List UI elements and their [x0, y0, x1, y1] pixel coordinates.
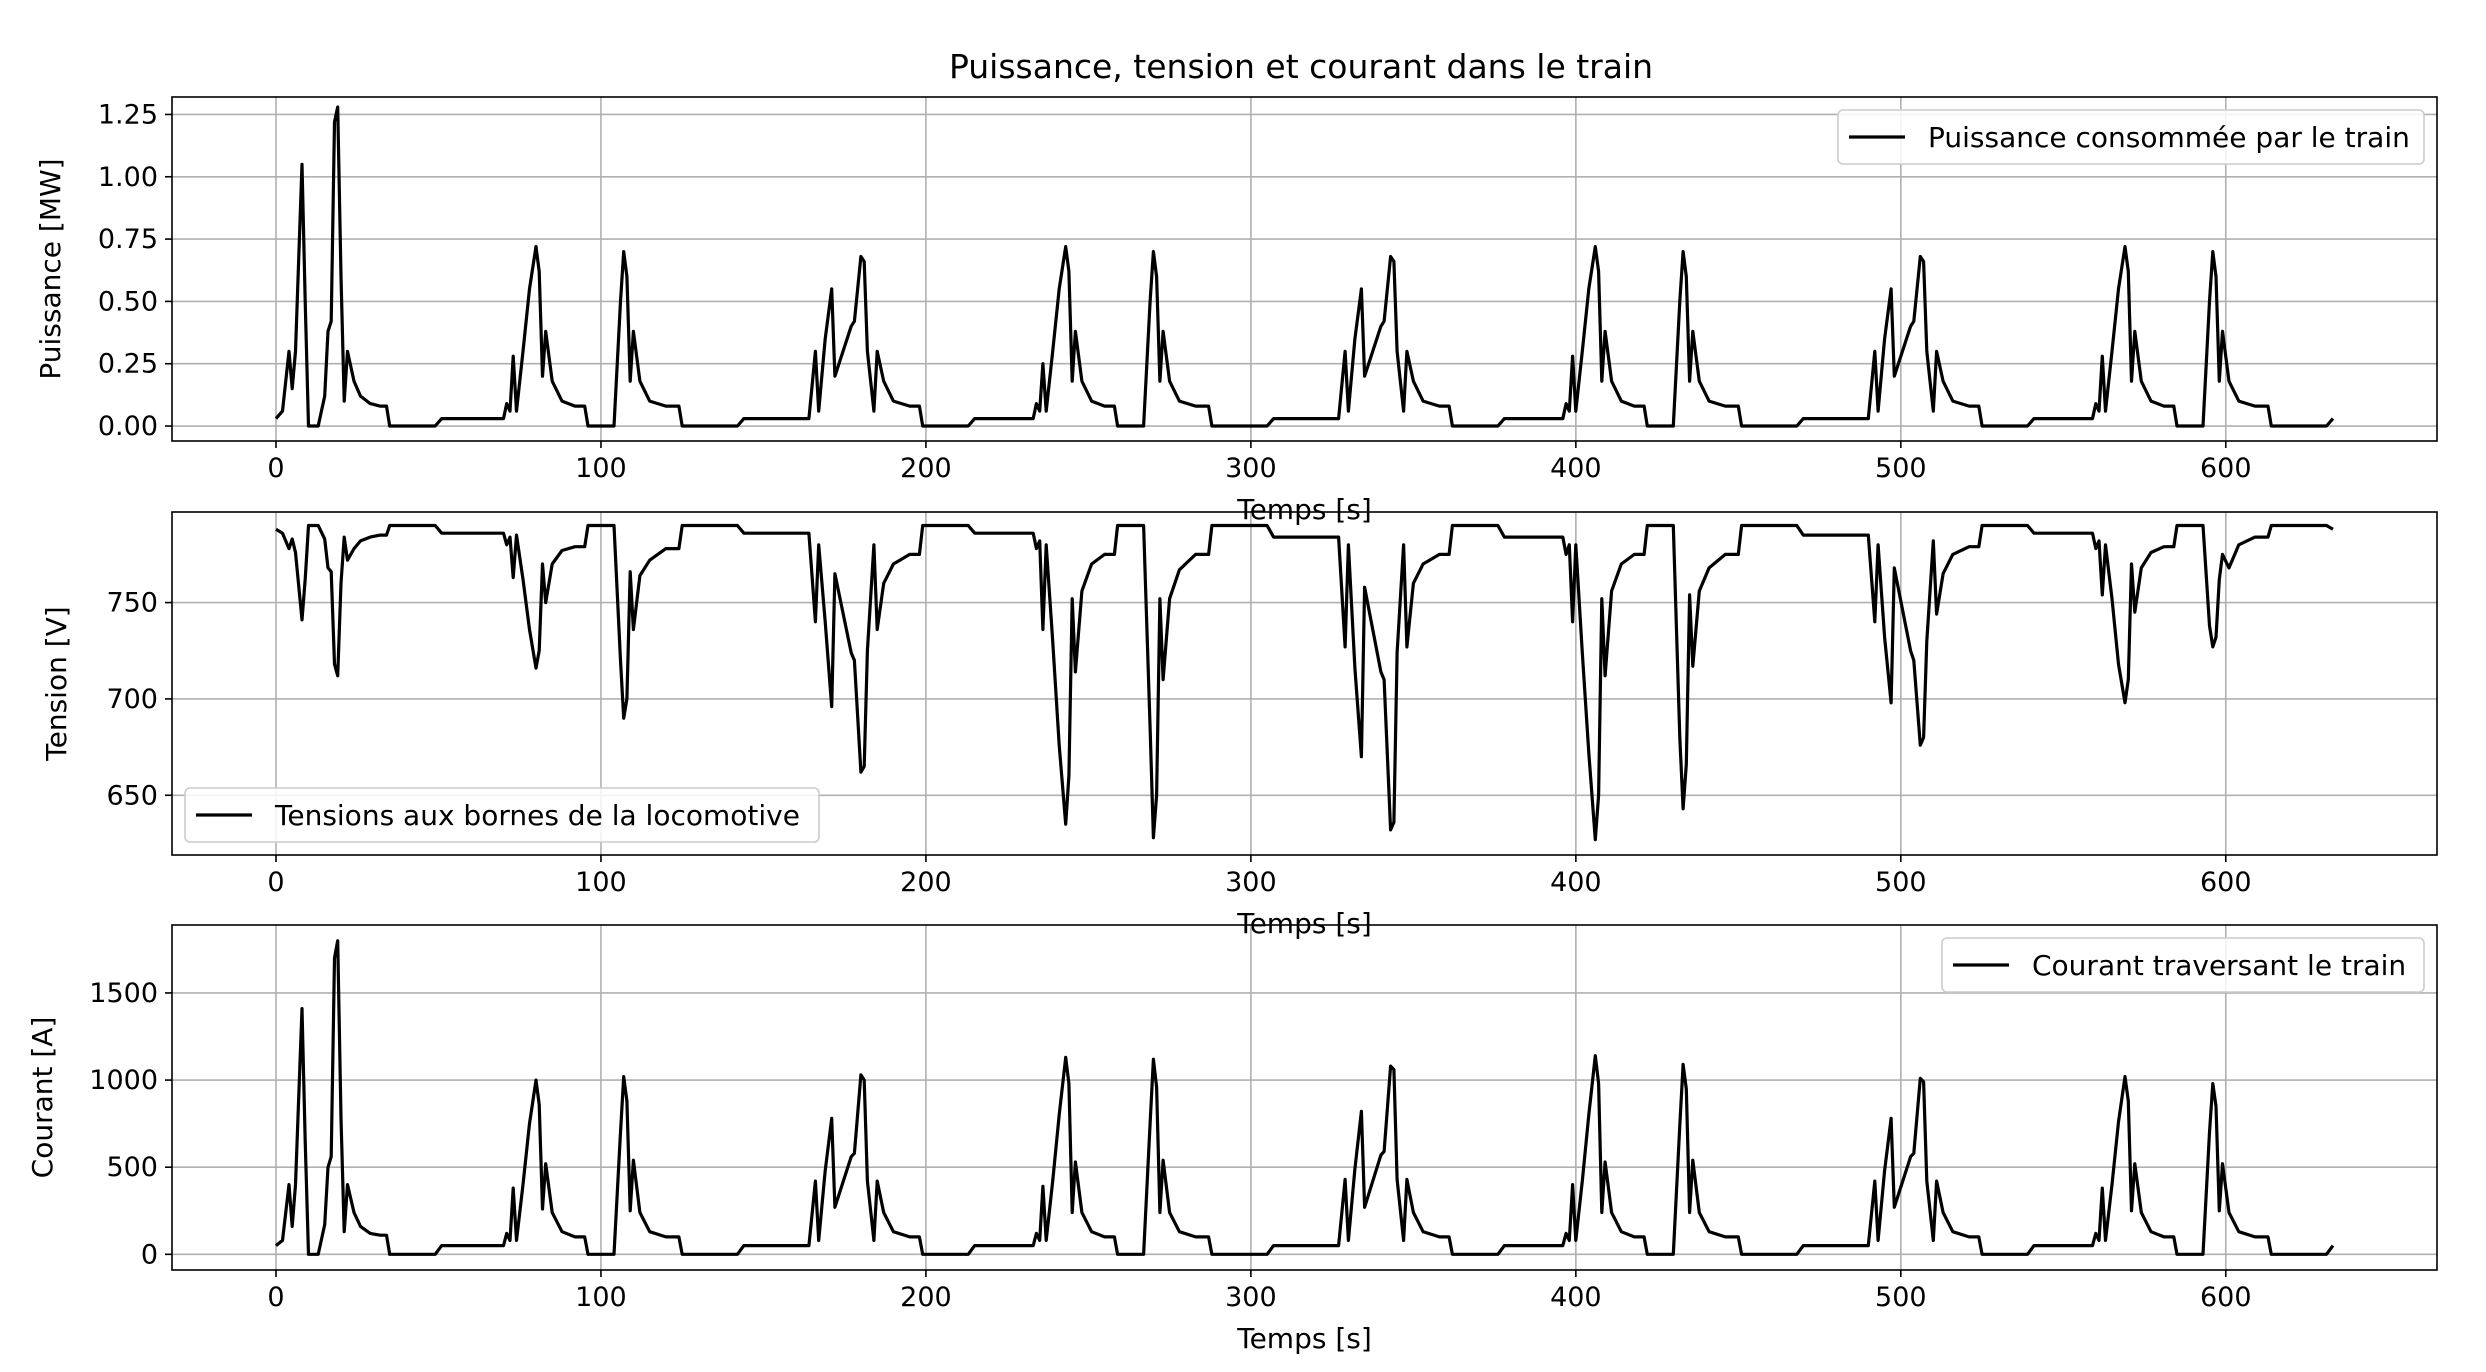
legend-label: Tensions aux bornes de la locomotive [274, 799, 800, 832]
x-tick-label: 100 [575, 867, 627, 898]
y-tick-label: 650 [106, 780, 158, 811]
series-line-1 [275, 939, 2335, 1256]
x-tick-label: 500 [1875, 453, 1927, 484]
x-axis-label: Temps [s] [1236, 1322, 1372, 1355]
y-tick-label: 1500 [89, 978, 158, 1009]
x-tick-label: 500 [1875, 867, 1927, 898]
series-line-1 [274, 105, 2335, 428]
x-tick-label: 300 [1225, 867, 1277, 898]
axes-frame [171, 96, 2438, 442]
x-tick-label: 100 [575, 1282, 627, 1313]
x-tick-label: 0 [267, 453, 284, 484]
y-tick-label: 0.00 [98, 411, 158, 442]
x-tick-label: 100 [575, 453, 627, 484]
legend-label: Puissance consommée par le train [1928, 121, 2410, 154]
y-axis-label: Courant [A] [26, 1017, 59, 1179]
x-tick-label: 400 [1550, 1282, 1602, 1313]
series-line-1 [275, 523, 2334, 842]
legend: Tensions aux bornes de la locomotive [184, 787, 820, 843]
legend: Puissance consommée par le train [1837, 109, 2425, 165]
x-tick-label: 600 [2200, 1282, 2252, 1313]
y-axis-label: Tension [V] [40, 606, 73, 761]
x-tick-label: 500 [1875, 1282, 1927, 1313]
x-tick-label: 400 [1550, 867, 1602, 898]
legend-box [1837, 109, 2425, 165]
x-tick-label: 400 [1550, 453, 1602, 484]
y-tick-label: 0.50 [98, 286, 158, 317]
axes-frame [171, 511, 2438, 856]
legend-box [184, 787, 820, 843]
axes-frame [171, 924, 2438, 1271]
y-tick-label: 1000 [89, 1065, 158, 1096]
x-tick-label: 300 [1225, 453, 1277, 484]
y-tick-label: 0.25 [98, 349, 158, 380]
y-axis-label: Puissance [MW] [34, 158, 67, 379]
y-tick-label: 500 [106, 1152, 158, 1183]
legend-label: Courant traversant le train [2032, 949, 2406, 982]
subplot-3: 0 100 200 300 400 500 600 0 500 1000 1500 Courant [… [26, 924, 2438, 1355]
x-tick-label: 200 [900, 1282, 952, 1313]
x-axis-label: Temps [s] [1236, 907, 1372, 940]
subplots: 0 100 200 300 400 500 600 0.00 0.25 0.50 0.75 1.00 1… [26, 96, 2438, 1355]
legend-box [1941, 937, 2425, 993]
x-tick-label: 300 [1225, 1282, 1277, 1313]
y-tick-label: 1.25 [98, 99, 158, 130]
y-tick-label: 1.00 [98, 162, 158, 193]
x-tick-label: 200 [900, 867, 952, 898]
x-tick-label: 0 [267, 1282, 284, 1313]
y-tick-label: 0 [141, 1239, 158, 1270]
x-tick-label: 0 [267, 867, 284, 898]
y-tick-label: 0.75 [98, 224, 158, 255]
x-tick-label: 600 [2200, 453, 2252, 484]
y-tick-label: 750 [106, 588, 158, 619]
subplot-1: 0 100 200 300 400 500 600 0.00 0.25 0.50 0.75 1.00 1… [34, 96, 2438, 526]
x-tick-label: 200 [900, 453, 952, 484]
y-tick-label: 700 [106, 684, 158, 715]
legend: Courant traversant le train [1941, 937, 2425, 993]
x-axis-label: Temps [s] [1236, 493, 1372, 526]
subplot-2: 0 100 200 300 400 500 600 650 700 750 Tension [V] T… [40, 511, 2438, 940]
x-tick-label: 600 [2200, 867, 2252, 898]
figure-title: Puissance, tension et courant dans le tr… [949, 47, 1653, 86]
